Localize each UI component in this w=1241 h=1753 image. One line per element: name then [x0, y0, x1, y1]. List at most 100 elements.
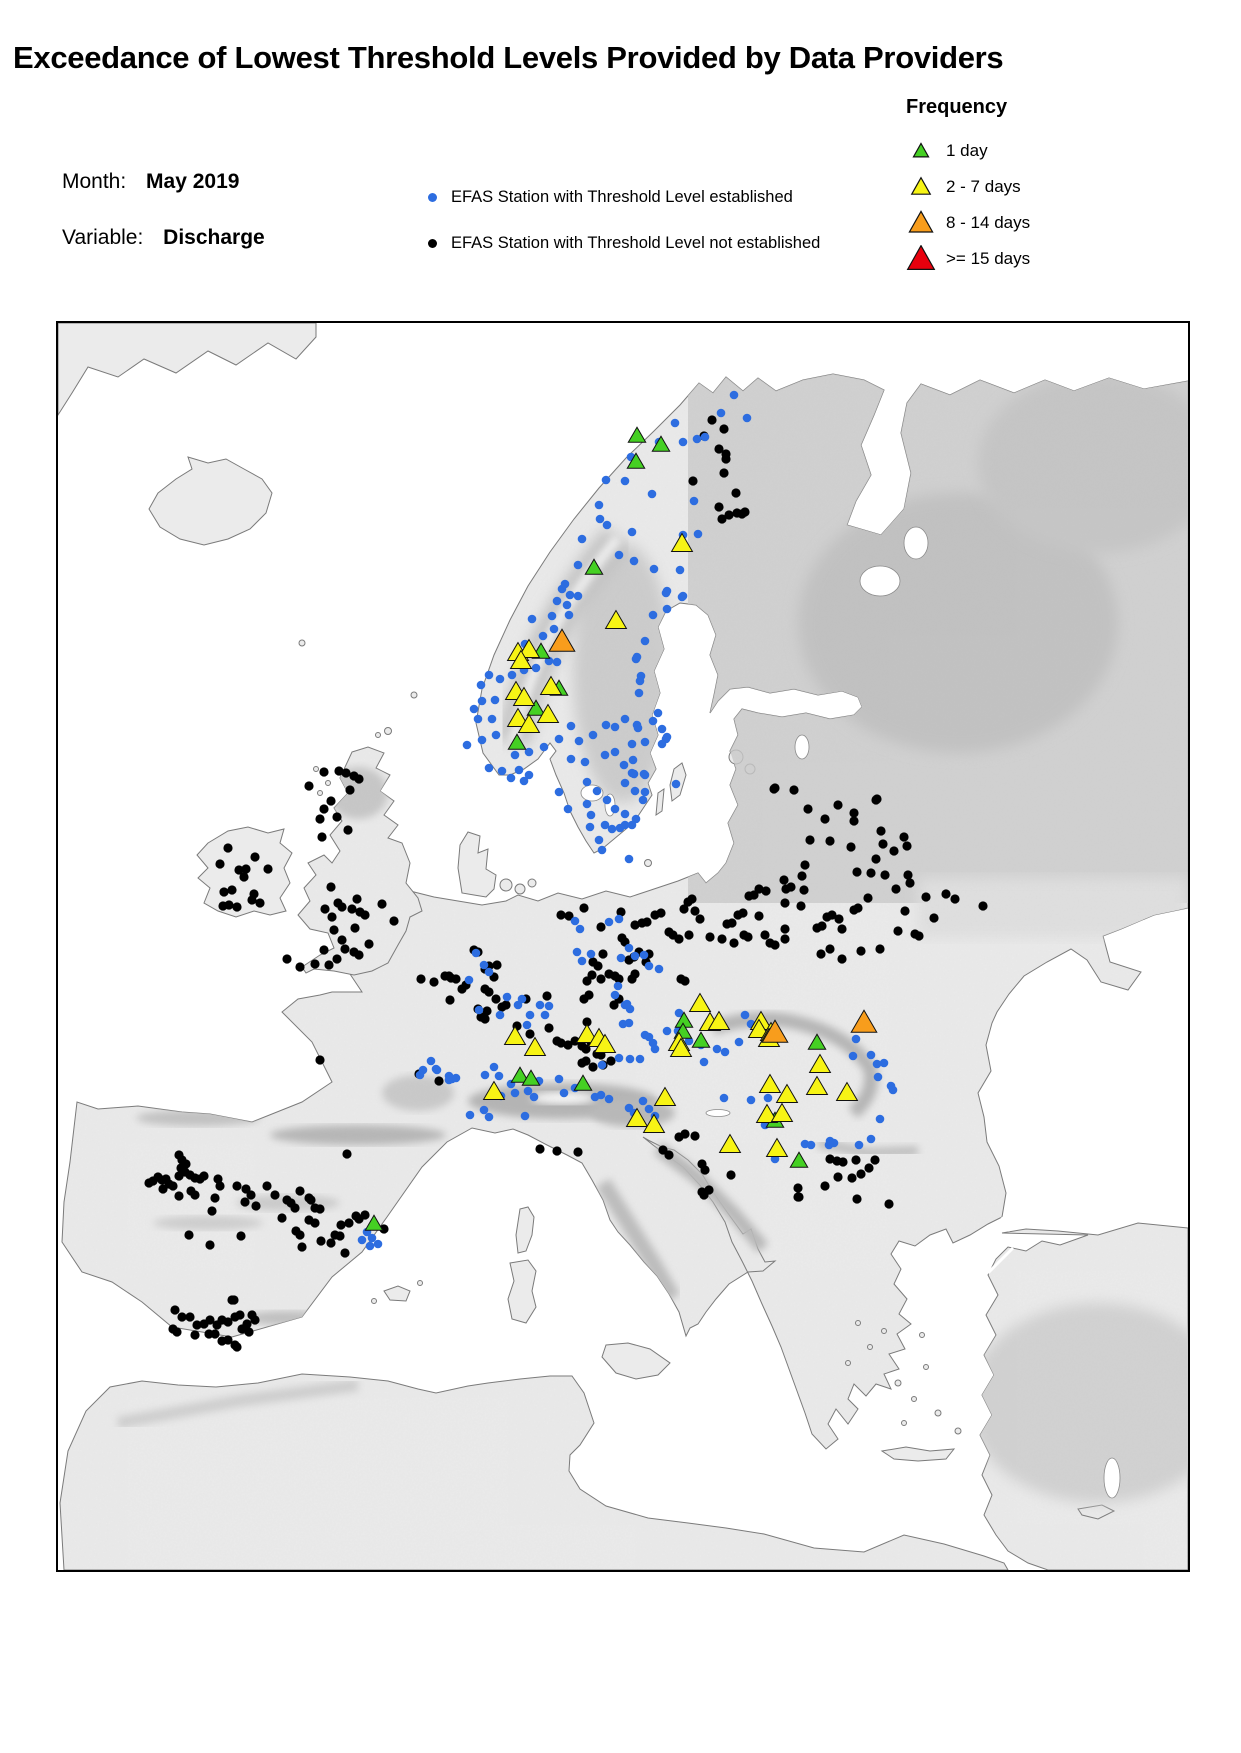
station-dot-established [572, 947, 582, 957]
jutland-land [457, 831, 497, 898]
station-dot-not-established [856, 946, 866, 956]
station-dot-established [574, 736, 584, 746]
station-dot-not-established [310, 1218, 320, 1228]
station-dot-not-established [295, 1186, 305, 1196]
station-dot-not-established [306, 1195, 316, 1205]
sicily-land [601, 1342, 671, 1380]
station-dot-not-established [799, 885, 809, 895]
station-dot-not-established [250, 852, 260, 862]
station-dot-established [535, 1000, 545, 1010]
station-dot-not-established [342, 1149, 352, 1159]
station-dot-established [566, 754, 576, 764]
station-dot-not-established [341, 768, 351, 778]
station-dot-not-established [803, 804, 813, 814]
station-dot-established [600, 820, 610, 830]
station-dot-not-established [340, 944, 350, 954]
station-dot-established [602, 520, 612, 530]
station-dot-not-established [223, 843, 233, 853]
station-dot-established [746, 1095, 756, 1105]
station-dot-established [552, 596, 562, 606]
station-dot-established [632, 652, 642, 662]
station-dot-established [476, 680, 486, 690]
station-dot-not-established [724, 510, 734, 520]
station-dot-not-established [335, 1231, 345, 1241]
station-dot-established [661, 588, 671, 598]
station-dot-established [678, 437, 688, 447]
station-dot-not-established [838, 1157, 848, 1167]
triangle-2-7-days [718, 1133, 742, 1154]
station-dot-not-established [236, 1231, 246, 1241]
station-dot-established [654, 964, 664, 974]
station-dot-established [552, 657, 562, 667]
station-dot-not-established [480, 984, 490, 994]
station-dot-established [529, 1092, 539, 1102]
station-dot-established [662, 1026, 672, 1036]
station-dot-established [610, 990, 620, 1000]
station-dot-established [585, 822, 595, 832]
station-dot-established [489, 1062, 499, 1072]
triangle-2-7-days [539, 675, 563, 696]
station-dot-not-established [642, 917, 652, 927]
triangle-1-day [807, 1033, 827, 1050]
triangle-2-7-days [642, 1113, 666, 1134]
triangle-2-7-days [512, 686, 536, 707]
station-dot-established [601, 475, 611, 485]
triangle-2-7-days [625, 1107, 649, 1128]
station-dot-not-established [816, 949, 826, 959]
station-dot-established [595, 514, 605, 524]
station-dot-not-established [797, 871, 807, 881]
station-dot-established [640, 636, 650, 646]
station-dot-not-established [596, 922, 606, 932]
triangle-2-7-days [775, 1083, 799, 1104]
station-dot-not-established [817, 921, 827, 931]
station-dot-not-established [699, 1190, 709, 1200]
station-dot-not-established [582, 976, 592, 986]
station-dot-not-established [866, 868, 876, 878]
station-dot-established [524, 747, 534, 757]
station-dot-established [564, 610, 574, 620]
station-dot-established [582, 799, 592, 809]
europe-basemap [58, 323, 1188, 1570]
station-dot-established [649, 564, 659, 574]
station-dot-not-established [837, 954, 847, 964]
station-dot-not-established [535, 1144, 545, 1154]
station-dot-not-established [834, 914, 844, 924]
station-dot-not-established [480, 1014, 490, 1024]
station-dot-not-established [227, 885, 237, 895]
station-dot-not-established [445, 995, 455, 1005]
station-dot-established [740, 1010, 750, 1020]
station-dot-established [851, 1034, 861, 1044]
station-dot-established [620, 476, 630, 486]
station-dot-not-established [805, 835, 815, 845]
month-value: May 2019 [146, 170, 240, 193]
variable-label: Variable: [62, 226, 144, 249]
station-dot-not-established [903, 870, 913, 880]
station-dot-not-established [852, 867, 862, 877]
station-dot-not-established [329, 925, 339, 935]
station-dot-established [825, 1136, 835, 1146]
station-dot-not-established [740, 507, 750, 517]
triangle-1-day-icon [906, 137, 936, 165]
triangle-2-7-days [517, 638, 541, 659]
straits [986, 1216, 1015, 1275]
station-dot-not-established [880, 870, 890, 880]
station-dot-not-established [234, 865, 244, 875]
station-dot-established [610, 747, 620, 757]
station-dot-not-established [429, 977, 439, 987]
station-dot-established [716, 408, 726, 418]
station-dot-established [462, 740, 472, 750]
station-dot-not-established [232, 1342, 242, 1352]
station-dot-established [627, 768, 637, 778]
triangle-2-7-days [835, 1081, 859, 1102]
triangle-1-day [691, 1031, 711, 1048]
station-dot-not-established [837, 924, 847, 934]
station-dot-not-established [207, 1206, 217, 1216]
greenland-land [58, 323, 317, 416]
station-dot-established [594, 835, 604, 845]
station-dot-not-established [627, 974, 637, 984]
station-dot-not-established [871, 854, 881, 864]
station-dot-not-established [876, 826, 886, 836]
station-dot-established [620, 778, 630, 788]
station-dot-established [866, 1134, 876, 1144]
